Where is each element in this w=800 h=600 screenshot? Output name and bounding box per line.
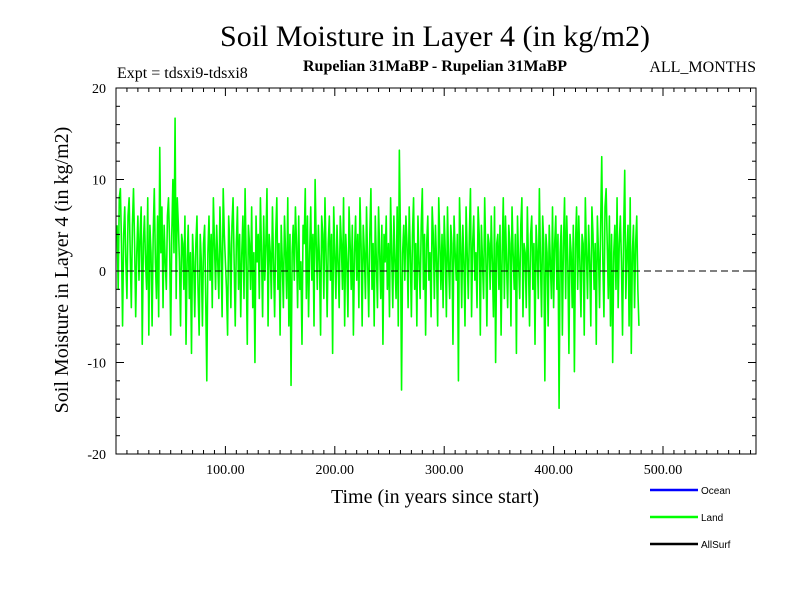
chart-title: Soil Moisture in Layer 4 (in kg/m2) bbox=[220, 20, 650, 53]
x-tick-label: 500.00 bbox=[644, 463, 683, 478]
legend: Ocean Land AllSurf bbox=[650, 486, 731, 551]
x-tick-label: 300.00 bbox=[425, 463, 464, 478]
x-axis-label: Time (in years since start) bbox=[331, 486, 539, 508]
subtitle-months: ALL_MONTHS bbox=[649, 59, 756, 76]
chart: Soil Moisture in Layer 4 (in kg/m2) Expt… bbox=[0, 0, 800, 600]
x-tick-label: 100.00 bbox=[206, 463, 245, 478]
legend-label-ocean: Ocean bbox=[701, 486, 730, 497]
y-tick-label: 10 bbox=[92, 174, 106, 189]
y-tick-label: 20 bbox=[92, 82, 106, 97]
legend-label-allsurf: AllSurf bbox=[701, 540, 731, 551]
y-tick-label: 0 bbox=[99, 265, 106, 280]
series-line-land bbox=[117, 118, 639, 408]
y-tick-label: -20 bbox=[87, 448, 106, 463]
x-tick-label: 400.00 bbox=[534, 463, 573, 478]
subtitle-experiment: Expt = tdsxi9-tdsxi8 bbox=[117, 65, 248, 82]
plot-area bbox=[116, 118, 756, 408]
legend-label-land: Land bbox=[701, 513, 723, 524]
subtitle-period: Rupelian 31MaBP - Rupelian 31MaBP bbox=[303, 58, 567, 75]
y-axis-label: Soil Moisture in Layer 4 (in kg/m2) bbox=[51, 127, 73, 414]
x-tick-label: 200.00 bbox=[316, 463, 355, 478]
y-tick-label: -10 bbox=[87, 357, 106, 372]
